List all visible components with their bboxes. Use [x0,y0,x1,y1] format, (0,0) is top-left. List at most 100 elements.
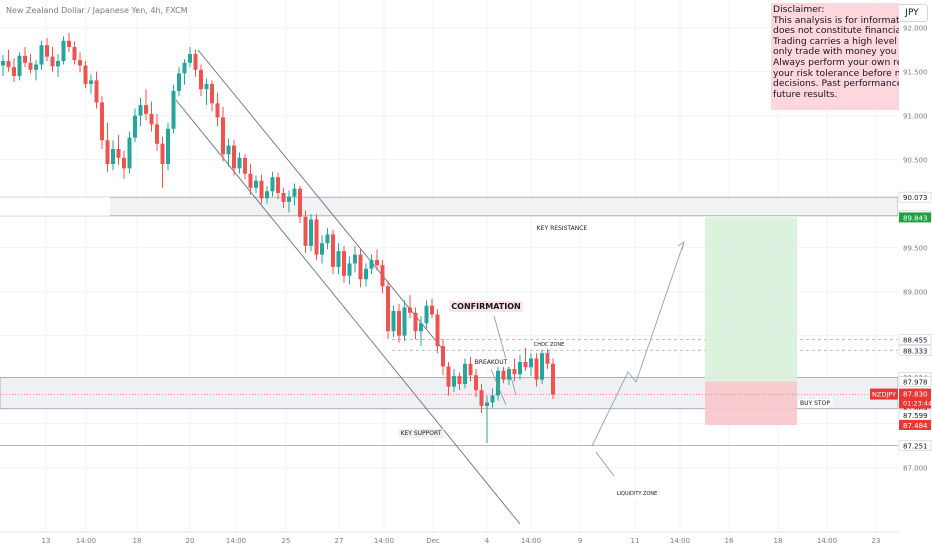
candle-body [182,62,187,74]
time-tick-label: 27 [335,537,344,545]
candle-body [254,180,258,188]
currency-button[interactable]: JPY [896,4,928,22]
disclaimer-line: Disclaimer: [773,4,825,15]
candle-body [193,54,198,70]
candle-body [34,64,38,70]
price-label-box [898,334,932,345]
candle-body [485,402,489,406]
candle-body [281,193,286,202]
time-tick-label: 23 [872,537,881,545]
position-target-zone [705,217,797,382]
candle-body [78,60,82,66]
disclaimer-line: Always perform your own resear [773,56,899,68]
price-label-box [898,440,932,451]
key-resistance-label-bg [534,224,590,233]
time-tick-label: 16 [725,537,734,545]
candle-body [127,137,132,169]
liquidity-arrow [595,451,615,477]
candle-body [540,353,544,380]
candle-body [221,117,225,155]
candle-body [463,363,467,384]
buy-stop-label-bg [798,399,833,408]
candle-body [391,310,396,332]
disclaimer-line: decisions. Past performance is n [773,78,899,90]
candle-body [171,90,176,129]
price-label: 87.484 [903,422,928,430]
time-tick-label: 14:00 [521,537,541,545]
price-label-box [898,409,932,421]
breakout-label: BREAKOUT [475,359,508,366]
candle-body [166,128,170,164]
candle-body [402,307,407,336]
price-label: 87.599 [903,412,928,420]
candle-body [89,80,93,84]
candle-body [309,219,313,246]
bar-countdown-label: 01:23:44 [903,400,932,408]
choc-zone-label-bg [531,341,567,349]
candle-body [144,105,148,114]
candle-body [138,105,143,116]
candle-body [243,157,247,174]
chart-title: New Zealand Dollar / Japanese Yen, 4h, F… [6,6,188,15]
candle-body [215,103,220,118]
channel-line-lower [175,99,521,525]
time-tick-label: 13 [42,537,51,545]
time-tick-label: 14:00 [76,537,96,545]
candle-body [133,115,137,138]
candle-body [413,312,418,332]
candle-body [325,234,330,244]
price-label: 88.455 [903,337,928,345]
candle-body [259,180,264,199]
time-tick-label: 25 [282,537,291,545]
disclaimer-line: does not constitute financial ad [773,25,899,37]
confirmation-arrow [493,315,517,396]
symbol-label-box [870,388,898,400]
candle-body [45,45,49,57]
candle-body [248,173,253,188]
price-tick-label: 89.000 [903,289,928,297]
candle-body [122,157,126,169]
time-tick-label: 9 [578,537,582,545]
candle-body [17,55,22,76]
candle-body [188,54,192,63]
time-tick-label: 4 [485,537,490,545]
price-label: 87.978 [903,379,928,387]
key-resistance-zone [0,196,899,217]
projection-arrow-head [677,240,685,251]
candle-body [105,140,110,164]
candle-body [199,69,203,90]
current-price-box [899,388,931,409]
breakout-arrow [490,368,507,406]
candle-body [28,62,33,70]
projection-path [591,241,685,447]
candle-body [287,196,291,202]
candle-body [424,305,429,324]
channel-line-upper [197,49,446,353]
candle-body [270,177,275,192]
symbol-label: NZDJPY [872,391,896,399]
price-tick-label: 87.000 [903,465,928,473]
candle-body [545,353,550,364]
resistance-zone-left [0,197,110,216]
candle-body [397,310,401,336]
price-label: 89.843 [903,214,928,222]
key-resistance-label: KEY RESISTANCE [537,225,588,232]
disclaimer-line: your risk tolerance before makin [773,67,899,79]
candle-body [430,305,434,315]
key-support-label-bg [398,429,444,438]
price-tick-label: 89.500 [903,245,928,253]
candle-body [386,286,390,332]
key-support-label: KEY SUPPORT [401,430,442,437]
candle-body [446,366,451,387]
disclaimer-line: Trading carries a high level of ris [773,35,899,47]
choc-zone-label: CHOC ZONE [534,342,565,348]
candle-body [551,363,555,395]
price-tick-label: 90.500 [903,157,928,165]
candle-body [67,40,71,47]
confirmation-label: CONFIRMATION [451,302,520,311]
candle-body [314,219,319,255]
price-axis-bg [898,0,932,550]
time-tick-label: Dec [426,537,440,545]
